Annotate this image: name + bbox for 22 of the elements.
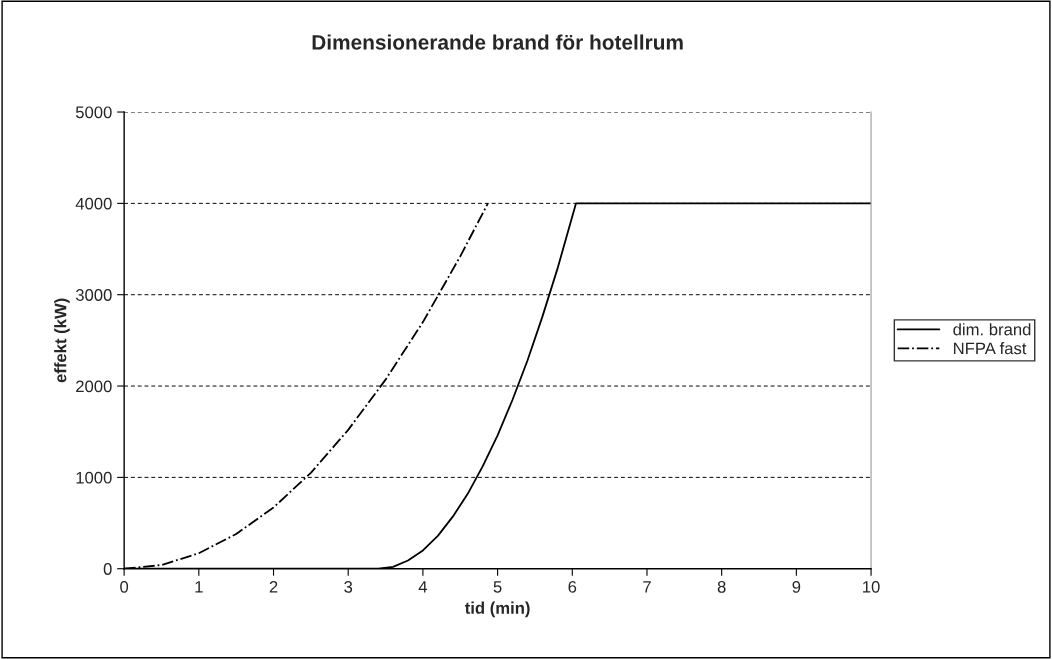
y-tick-label: 0	[103, 563, 112, 575]
y-tick-label: 5000	[75, 106, 112, 119]
x-tick-label: 3	[344, 580, 353, 593]
y-tick-label: 2000	[76, 380, 112, 393]
x-axis-title: tid (min)	[464, 601, 530, 618]
legend-label: dim. brand	[953, 323, 1031, 336]
y-tick-label: 1000	[76, 471, 112, 484]
x-tick-label: 0	[120, 580, 129, 593]
y-axis-title: effekt (kW)	[54, 298, 70, 383]
x-tick-label: 2	[269, 580, 278, 593]
x-tick-label: 5	[493, 581, 502, 593]
x-tick-label: 6	[568, 580, 577, 593]
x-tick-label: 7	[643, 581, 651, 593]
x-tick-label: 9	[792, 580, 801, 593]
legend-label: NFPA fast	[954, 342, 1027, 355]
x-tick-label: 4	[418, 581, 428, 593]
chart-title: Dimensionerande brand för hotellrum	[312, 34, 683, 50]
x-tick-label: 10	[863, 580, 880, 593]
y-tick-label: 3000	[75, 289, 112, 301]
x-tick-label: 8	[717, 580, 726, 593]
x-tick-label: 1	[195, 581, 203, 593]
y-tick-label: 4000	[75, 197, 112, 210]
